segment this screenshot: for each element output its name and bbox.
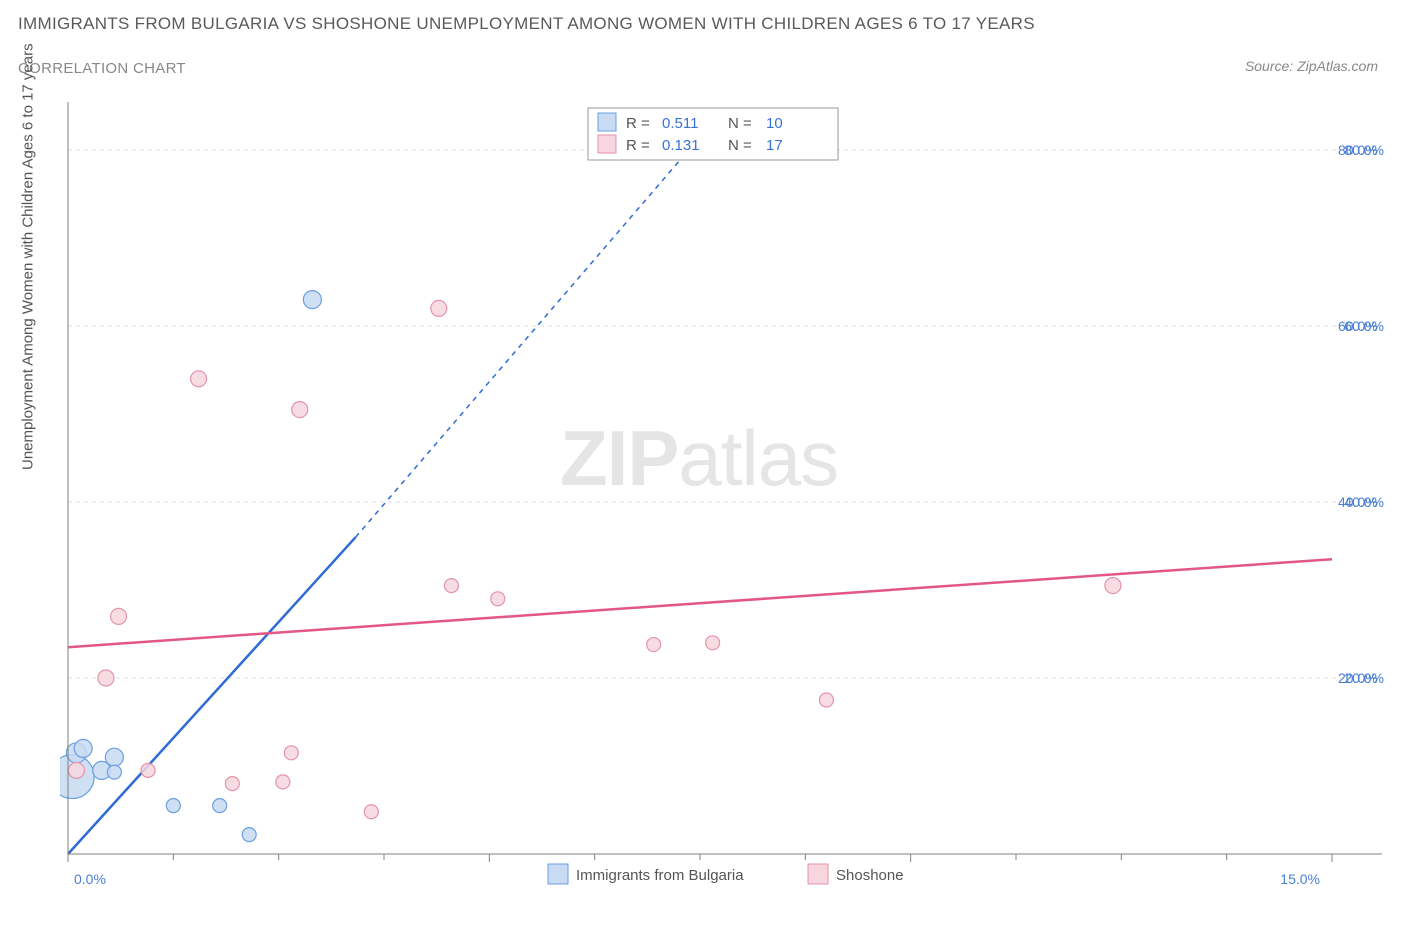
scatter-plot: 0.0%15.0%20.0%40.0%60.0%80.0%20.0%40.0%6…	[60, 96, 1390, 876]
svg-text:0.511: 0.511	[662, 115, 698, 132]
svg-text:Shoshone: Shoshone	[836, 867, 904, 884]
y-axis-label: Unemployment Among Women with Children A…	[20, 43, 37, 470]
svg-text:20.0%: 20.0%	[1338, 670, 1378, 686]
svg-text:R =: R =	[626, 137, 650, 154]
svg-text:N =: N =	[728, 115, 752, 132]
svg-text:0.131: 0.131	[662, 137, 700, 154]
svg-text:N =: N =	[728, 137, 752, 154]
svg-text:10: 10	[766, 115, 783, 132]
svg-text:R =: R =	[626, 115, 650, 132]
chart-subtitle: CORRELATION CHART	[18, 60, 186, 77]
svg-text:Immigrants from Bulgaria: Immigrants from Bulgaria	[576, 867, 744, 884]
source-label: Source: ZipAtlas.com	[1245, 58, 1378, 74]
svg-text:15.0%: 15.0%	[1280, 871, 1320, 887]
svg-text:0.0%: 0.0%	[74, 871, 106, 887]
svg-text:17: 17	[766, 137, 783, 154]
svg-text:40.0%: 40.0%	[1338, 494, 1378, 510]
svg-text:60.0%: 60.0%	[1338, 318, 1378, 334]
chart-title: IMMIGRANTS FROM BULGARIA VS SHOSHONE UNE…	[18, 14, 1035, 34]
svg-text:80.0%: 80.0%	[1338, 142, 1378, 158]
